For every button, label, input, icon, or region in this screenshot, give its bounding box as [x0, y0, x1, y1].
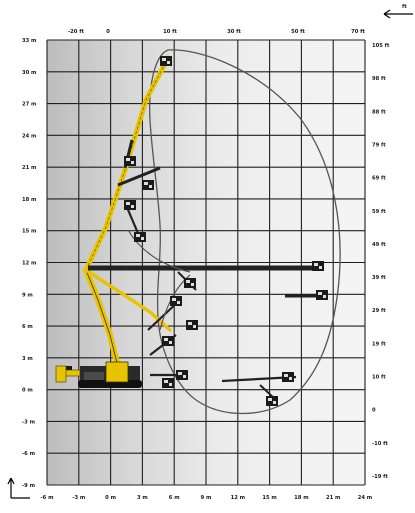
- y-tick-label-m: 18 m: [22, 197, 36, 203]
- boom-curve-1: [159, 274, 191, 331]
- y-tick-label-m: 12 m: [22, 261, 36, 267]
- x-tick-label-ft: -20 ft: [68, 29, 84, 35]
- grid: [46, 39, 366, 486]
- platform-basket-icon: [160, 56, 172, 66]
- y-tick-label-m: 27 m: [22, 102, 36, 108]
- x-tick-label-m: 15 m: [262, 495, 276, 501]
- y-tick-label-ft: 0: [372, 408, 376, 414]
- top-right-arrow-icon: [383, 9, 413, 19]
- y-tick-label-m: -6 m: [22, 451, 35, 457]
- x-tick-label-ft: 30 ft: [227, 29, 241, 35]
- y-tick-label-ft: 69 ft: [372, 176, 386, 182]
- boom-position-diag-1: [117, 166, 161, 187]
- platform-basket-icon: [312, 261, 324, 271]
- y-tick-label-ft: 49 ft: [372, 242, 386, 248]
- x-tick-label-ft: 0: [106, 29, 110, 35]
- y-tick-label-m: 6 m: [22, 324, 33, 330]
- y-tick-label-ft: 19 ft: [372, 341, 386, 347]
- platform-basket-icon: [124, 156, 136, 166]
- bottom-left-arrow-icon: [7, 477, 30, 499]
- platform-basket-icon: [184, 278, 196, 288]
- platform-basket-icon: [162, 336, 174, 346]
- x-tick-label-ft: 50 ft: [291, 29, 305, 35]
- platform-basket-icon: [170, 296, 182, 306]
- x-axis-bottom-labels: -6 m -3 m 0 m 3 m 6 m 9 m 12 m 15 m 18 m 21 m 24 m: [41, 495, 373, 501]
- y-tick-label-m: 0 m: [22, 388, 33, 394]
- working-envelope: [149, 49, 341, 415]
- y-axis-left-labels: 33 m 30 m 27 m 24 m 21 m 18 m 15 m 12 m 9 m 6 m 3 …: [22, 38, 36, 489]
- platform-basket-icon: [142, 180, 154, 190]
- x-tick-label-ft: 10 ft: [163, 29, 177, 35]
- axis-arrow-icon: ft: [7, 4, 413, 499]
- y-axis-right-labels: 105 ft 98 ft 88 ft 79 ft 69 ft 59 ft 49 ft 39 f…: [372, 43, 390, 480]
- x-tick-label-m: 3 m: [137, 495, 148, 501]
- boom-lower-outline: [85, 269, 121, 376]
- boom-main-yellow-outline: [85, 57, 169, 271]
- boom-upper-knuckle: [84, 268, 172, 332]
- y-tick-label-m: 21 m: [22, 165, 36, 171]
- y-tick-label-ft: 105 ft: [372, 43, 390, 49]
- boom-curve-2: [127, 229, 191, 273]
- platform-basket-icon: [316, 290, 328, 300]
- y-tick-label-ft: 59 ft: [372, 209, 386, 215]
- x-tick-label-m: 21 m: [326, 495, 340, 501]
- x-tick-label-m: 0 m: [105, 495, 116, 501]
- y-tick-label-ft: -10 ft: [372, 441, 388, 447]
- x-tick-label-m: 9 m: [201, 495, 212, 501]
- chassis-cab: [84, 372, 104, 380]
- y-tick-label-ft: 88 ft: [372, 109, 386, 115]
- y-tick-label-m: 3 m: [22, 356, 33, 362]
- y-tick-label-m: -3 m: [22, 419, 35, 425]
- platform-basket-icon: [176, 370, 188, 380]
- y-tick-label-ft: -19 ft: [372, 474, 388, 480]
- y-tick-label-m: 9 m: [22, 292, 33, 298]
- x-tick-label-m: 18 m: [294, 495, 308, 501]
- boom-arm: [83, 55, 172, 378]
- y-tick-label-m: 30 m: [22, 70, 36, 76]
- y-tick-label-ft: 29 ft: [372, 308, 386, 314]
- outrigger-left-foot: [55, 365, 67, 383]
- y-tick-label-m: -9 m: [22, 483, 35, 489]
- y-tick-label-ft: 10 ft: [372, 375, 386, 381]
- platform-basket-icon: [282, 372, 294, 382]
- y-tick-label-m: 15 m: [22, 229, 36, 235]
- x-tick-label-m: 6 m: [169, 495, 180, 501]
- y-tick-label-ft: 39 ft: [372, 275, 386, 281]
- machine-chassis: [55, 361, 142, 388]
- platform-basket-icon: [266, 396, 278, 406]
- x-tick-label-ft: 70 ft: [351, 29, 365, 35]
- x-tick-label-m: 12 m: [231, 495, 245, 501]
- y-tick-label-ft: 98 ft: [372, 76, 386, 82]
- top-right-arrow-label: ft: [402, 4, 407, 10]
- y-tick-label-m: 24 m: [22, 133, 36, 139]
- x-axis-top-labels: -20 ft 0 10 ft 30 ft 50 ft 70 ft: [68, 29, 365, 35]
- y-tick-label-ft: 79 ft: [372, 142, 386, 148]
- x-tick-label-m: -6 m: [41, 495, 54, 501]
- platform-basket-icon: [134, 232, 146, 242]
- x-tick-label-m: 24 m: [358, 495, 372, 501]
- chassis-turret-yellow: [105, 361, 129, 383]
- x-tick-label-m: -3 m: [72, 495, 85, 501]
- platform-basket-icon: [162, 378, 174, 388]
- platform-basket-icon: [124, 200, 136, 210]
- platform-basket-icon: [186, 320, 198, 330]
- y-tick-label-m: 33 m: [22, 38, 36, 44]
